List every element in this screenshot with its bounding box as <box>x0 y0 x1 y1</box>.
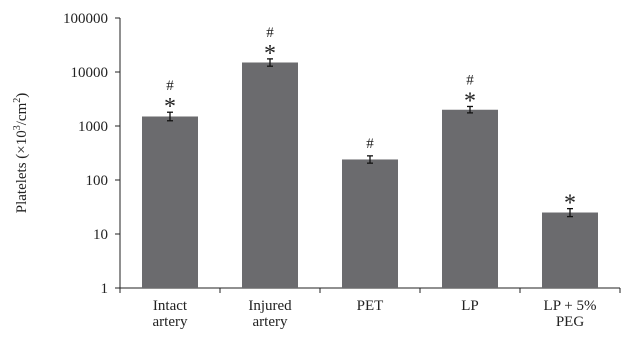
error-bars <box>167 58 573 218</box>
y-axis-title: Platelets (×103/cm2) <box>12 93 30 214</box>
y-tick-label-3: 1000 <box>78 119 108 135</box>
x-labels: Intact artery Injured artery PET LP LP + 5% PEG <box>119 288 621 330</box>
y-tick-label-1: 10 <box>93 227 108 243</box>
x-axis: Intact artery Injured artery PET LP LP + 5% PEG <box>119 287 621 330</box>
x-label-4: LP + 5% PEG <box>544 298 597 330</box>
significance-mark-4-0: * <box>564 191 576 217</box>
bar-3 <box>442 109 498 288</box>
significance-mark-2-0: # <box>366 136 374 152</box>
bars <box>142 62 598 288</box>
y-tick-label-4: 10000 <box>71 65 109 81</box>
x-label-3: LP <box>461 298 479 314</box>
y-axis: 1 10 100 1000 10000 100000 <box>63 11 121 297</box>
y-tick-label-0: 1 <box>101 281 109 297</box>
y-tick-label-2: 100 <box>86 173 109 189</box>
significance-mark-0-1: * <box>164 94 176 120</box>
significance-mark-1-0: # <box>266 25 274 41</box>
bar-2 <box>342 159 398 288</box>
x-label-0: Intact artery <box>153 298 188 330</box>
x-label-2: PET <box>357 298 384 314</box>
bar-0 <box>142 116 198 288</box>
significance-marks: *#*##*#* <box>164 25 576 217</box>
significance-mark-1-1: * <box>264 41 276 67</box>
significance-mark-3-1: * <box>464 88 476 114</box>
bar-1 <box>242 62 298 288</box>
y-tick-label-5: 100000 <box>63 11 108 27</box>
significance-mark-3-0: # <box>466 72 474 88</box>
y-ticks: 1 10 100 1000 10000 100000 <box>63 11 120 297</box>
bar-4 <box>542 212 598 288</box>
significance-mark-0-0: # <box>166 78 174 94</box>
x-label-1: Injured artery <box>248 298 292 330</box>
